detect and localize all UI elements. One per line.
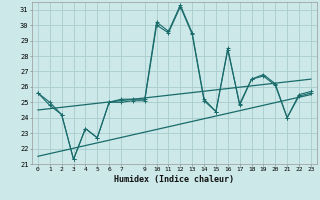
X-axis label: Humidex (Indice chaleur): Humidex (Indice chaleur): [115, 175, 234, 184]
